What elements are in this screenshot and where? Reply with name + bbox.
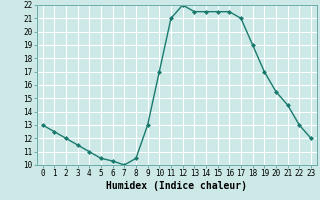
X-axis label: Humidex (Indice chaleur): Humidex (Indice chaleur) [106,181,247,191]
